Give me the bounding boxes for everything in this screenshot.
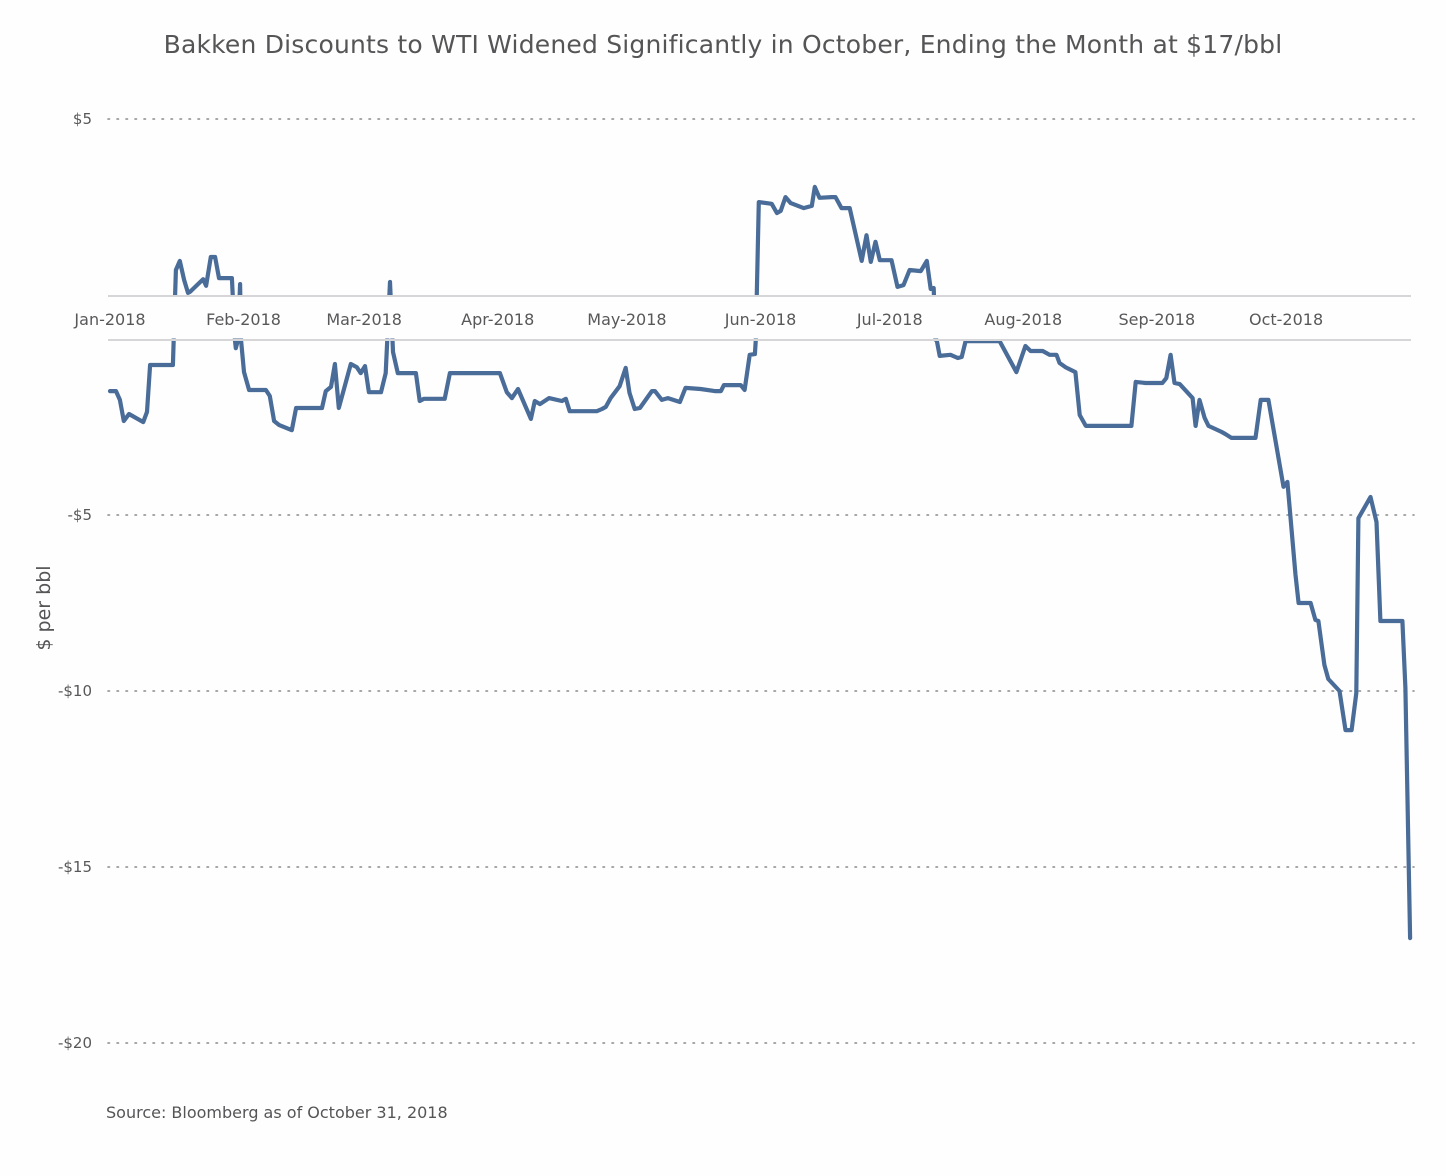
x-tick-label: May-2018 [587,310,666,329]
gridlines [107,118,1415,1044]
x-tick-label: Sep-2018 [1119,310,1196,329]
y-tick-label: $5 [73,110,92,128]
series-line [107,184,1413,941]
x-tick-label: Jun-2018 [724,310,797,329]
series-layer [107,184,1413,941]
x-tick-label: Jul-2018 [856,310,923,329]
source-note: Source: Bloomberg as of October 31, 2018 [106,1103,448,1122]
y-tick-label: -$15 [58,858,92,876]
x-tick-label: Aug-2018 [984,310,1062,329]
y-tick-labels: $5 -$5 -$10 -$15 -$20 [58,110,92,1052]
x-tick-label: Jan-2018 [73,310,145,329]
y-tick-label: -$10 [58,682,92,700]
x-axis-band [108,295,1411,341]
x-tick-label: Oct-2018 [1249,310,1323,329]
x-tick-label: Apr-2018 [461,310,534,329]
chart-title: Bakken Discounts to WTI Widened Signific… [163,30,1283,59]
y-tick-label: -$5 [68,506,93,524]
x-axis-band-bg [108,296,1411,339]
y-tick-label: -$20 [58,1034,92,1052]
x-tick-labels: Jan-2018 Feb-2018 Mar-2018 Apr-2018 May-2018… [73,310,1323,329]
x-tick-label: Mar-2018 [326,310,402,329]
x-tick-label: Feb-2018 [206,310,281,329]
